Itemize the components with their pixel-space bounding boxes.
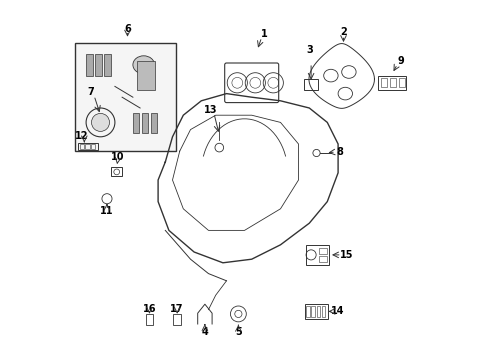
Bar bbox=[377, 76, 406, 90]
Text: 11: 11 bbox=[100, 206, 114, 216]
Bar bbox=[145, 314, 153, 325]
Text: 14: 14 bbox=[331, 306, 344, 316]
Text: 3: 3 bbox=[305, 45, 312, 55]
Bar bbox=[142, 113, 148, 133]
Bar bbox=[380, 78, 386, 87]
Bar bbox=[321, 306, 325, 317]
Bar bbox=[85, 144, 89, 149]
Text: 17: 17 bbox=[170, 304, 183, 314]
Bar bbox=[318, 256, 326, 262]
Text: 15: 15 bbox=[340, 250, 353, 260]
Bar bbox=[303, 79, 318, 90]
Text: 2: 2 bbox=[340, 27, 346, 37]
Text: 7: 7 bbox=[87, 87, 94, 97]
Bar bbox=[80, 144, 84, 149]
Bar bbox=[104, 54, 110, 76]
Bar bbox=[95, 54, 102, 76]
Bar bbox=[133, 113, 139, 133]
Bar bbox=[305, 245, 328, 265]
Bar bbox=[316, 306, 320, 317]
Bar bbox=[173, 314, 181, 325]
Bar bbox=[86, 54, 92, 76]
Bar bbox=[389, 78, 395, 87]
Bar bbox=[311, 306, 314, 317]
Bar bbox=[136, 61, 154, 90]
Ellipse shape bbox=[133, 56, 154, 74]
Text: 8: 8 bbox=[336, 147, 343, 157]
Text: 16: 16 bbox=[142, 304, 156, 314]
Text: 4: 4 bbox=[201, 327, 208, 337]
Bar bbox=[78, 143, 98, 150]
Bar bbox=[306, 306, 309, 317]
Circle shape bbox=[91, 113, 109, 131]
Text: 10: 10 bbox=[111, 152, 124, 162]
Bar bbox=[318, 248, 326, 254]
Bar bbox=[75, 43, 176, 151]
Text: 1: 1 bbox=[261, 29, 267, 39]
Text: 5: 5 bbox=[235, 327, 241, 337]
Text: 13: 13 bbox=[203, 105, 217, 115]
Bar bbox=[305, 304, 328, 319]
Bar bbox=[398, 78, 404, 87]
Bar bbox=[151, 113, 157, 133]
Text: 12: 12 bbox=[75, 131, 88, 141]
Bar bbox=[91, 144, 95, 149]
Text: 9: 9 bbox=[397, 56, 404, 66]
Text: 6: 6 bbox=[124, 24, 131, 34]
Bar bbox=[111, 167, 122, 176]
